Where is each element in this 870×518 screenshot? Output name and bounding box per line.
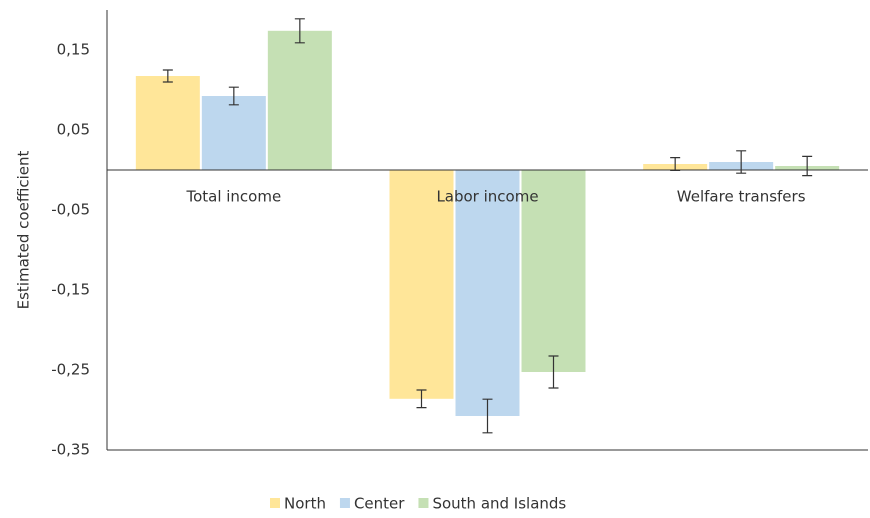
- error-bar: [294, 18, 305, 44]
- bar: [267, 30, 332, 170]
- bar: [135, 76, 200, 170]
- bar: [389, 170, 454, 399]
- error-bar: [228, 86, 239, 106]
- error-bar: [548, 355, 559, 389]
- error-bar: [162, 69, 173, 83]
- bar: [521, 170, 586, 372]
- x-tick-label: Welfare transfers: [677, 188, 806, 206]
- y-tick-label: -0,35: [51, 441, 90, 459]
- legend-label: South and Islands: [432, 495, 566, 513]
- legend-swatch: [418, 498, 429, 508]
- y-tick-label: -0,05: [51, 201, 90, 219]
- error-bar: [482, 398, 493, 434]
- x-tick-label: Labor income: [436, 188, 538, 206]
- y-tick-label: 0,05: [57, 121, 90, 139]
- y-tick-label: -0,25: [51, 361, 90, 379]
- error-bar: [736, 150, 747, 174]
- error-bar: [802, 155, 813, 177]
- y-tick-label: 0,15: [57, 41, 90, 59]
- legend-swatch: [270, 498, 280, 508]
- legend-label: Center: [354, 495, 405, 513]
- legend-label: North: [284, 495, 326, 513]
- bar: [201, 96, 266, 170]
- y-tick-label: -0,15: [51, 281, 90, 299]
- y-axis-label: Estimated coefficient: [15, 151, 33, 310]
- x-tick-label: Total income: [185, 188, 281, 206]
- bar: [455, 170, 520, 416]
- legend-swatch: [339, 498, 350, 508]
- error-bar: [416, 389, 427, 409]
